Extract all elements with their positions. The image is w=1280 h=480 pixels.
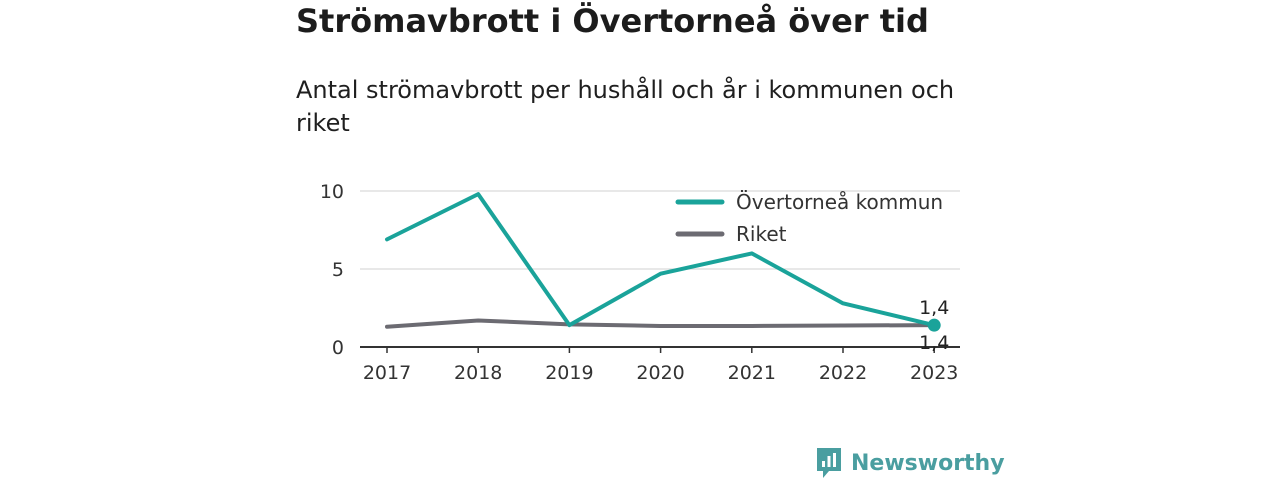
x-tick-label: 2022 [819, 362, 867, 384]
end-point-marker [927, 318, 941, 332]
y-tick-label: 0 [332, 337, 344, 359]
x-tick-label: 2021 [728, 362, 776, 384]
y-tick-label: 5 [332, 259, 344, 281]
y-tick-label: 10 [320, 181, 344, 203]
brand-name: Newsworthy [851, 450, 1005, 476]
series-line-riket [385, 318, 937, 329]
legend-label: Riket [736, 222, 787, 246]
x-tick-label: 2017 [363, 362, 411, 384]
newsworthy-logo-icon [817, 448, 841, 478]
x-tick-label: 2023 [910, 362, 958, 384]
x-tick-label: 2020 [636, 362, 684, 384]
x-tick-label: 2018 [454, 362, 502, 384]
newsworthy-logo: Newsworthy [815, 446, 1005, 480]
legend-label: Övertorneå kommun [736, 190, 943, 214]
data-label-riket: 1,4 [919, 332, 949, 354]
chart-title: Strömavbrott i Övertorneå över tid [296, 2, 929, 40]
series-line-overtornea [385, 192, 937, 328]
data-label-overtornea: 1,4 [919, 297, 949, 319]
chart-subtitle: Antal strömavbrott per hushåll och år i … [296, 76, 955, 137]
x-tick-label: 2019 [545, 362, 593, 384]
